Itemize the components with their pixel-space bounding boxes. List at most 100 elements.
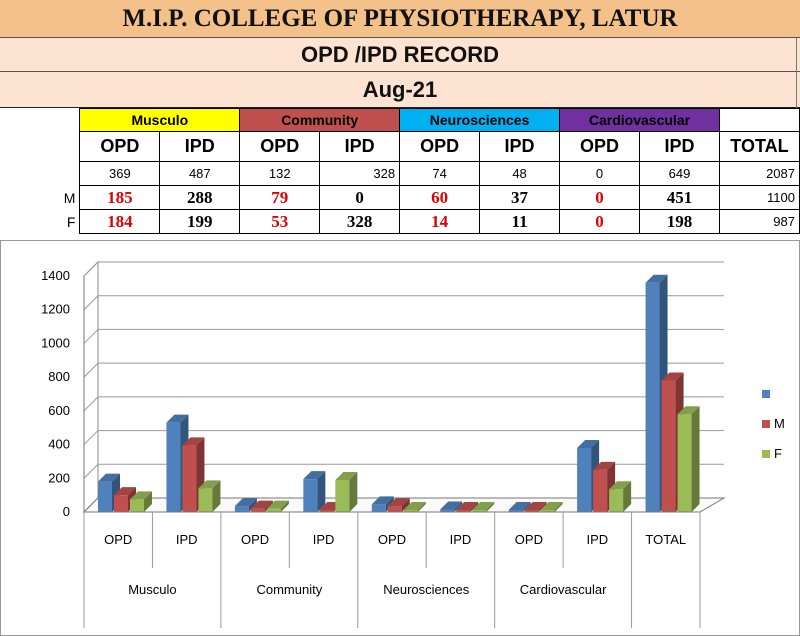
group-label: Community	[256, 582, 322, 597]
bar-top	[472, 502, 495, 510]
bar-side	[248, 498, 257, 512]
gridline-side	[83, 362, 99, 378]
bar-front	[661, 380, 676, 512]
record-month: Aug-21	[0, 72, 800, 108]
table-cell-total: 2087	[718, 161, 800, 186]
legend-swatch	[762, 390, 770, 398]
bar-top	[130, 491, 152, 500]
bar-total-0	[98, 473, 120, 512]
bar-front	[234, 506, 249, 512]
bar-front	[577, 447, 592, 512]
gridline-side	[83, 430, 99, 445]
x-tick-label: IPD	[176, 532, 198, 547]
bar-side	[554, 502, 563, 512]
bar-front	[609, 489, 624, 512]
bar-side	[144, 491, 152, 512]
row-label-m: M	[0, 185, 81, 210]
y-tick-label: 1000	[41, 335, 70, 350]
bar-top	[508, 502, 531, 510]
bar-top	[440, 501, 463, 510]
table-cell: 11	[479, 209, 561, 234]
bar-side	[486, 502, 495, 512]
table-cell: 185	[79, 185, 161, 210]
bar-front	[472, 510, 487, 512]
bar-top	[371, 496, 394, 505]
category-musculo: Musculo	[79, 108, 241, 132]
bar-front	[403, 510, 418, 512]
bar-side	[522, 502, 531, 512]
sub-header-opd: OPD	[559, 131, 640, 162]
bar-side	[349, 471, 358, 512]
group-label: Neurosciences	[383, 582, 469, 597]
x-tick-label: OPD	[515, 532, 543, 547]
table-cell: 79	[239, 185, 321, 210]
bar-side	[454, 501, 463, 512]
bar-top	[335, 471, 358, 480]
y-tick-label: 1400	[41, 268, 70, 283]
bar-top	[577, 439, 600, 448]
x-tick-label: IPD	[586, 532, 608, 547]
table-cell: 14	[399, 209, 481, 234]
gridline-side	[83, 463, 99, 479]
sub-header-opd: OPD	[79, 131, 161, 162]
bar-front	[303, 479, 318, 512]
sub-header-opd: OPD	[399, 131, 481, 162]
sub-header-opd: OPD	[239, 131, 321, 162]
group-label: Cardiovascular	[520, 582, 607, 597]
x-tick-label: IPD	[450, 532, 472, 547]
sub-header-ipd: IPD	[479, 131, 561, 162]
bar-total-3	[303, 471, 326, 512]
gridline-side	[83, 295, 99, 311]
bar-F-6	[540, 502, 563, 512]
bar-front	[250, 508, 265, 512]
bar-top	[403, 502, 426, 510]
legend-swatch	[762, 450, 770, 458]
bar-front	[335, 479, 350, 512]
bar-top	[593, 461, 616, 470]
bar-top	[182, 437, 205, 446]
bar-front	[508, 510, 523, 512]
y-tick-label: 600	[48, 403, 70, 418]
legend-label: M	[774, 416, 785, 431]
x-tick-label: OPD	[104, 532, 132, 547]
bar-side	[417, 502, 426, 512]
corner-cell	[0, 108, 81, 132]
band-divider	[796, 38, 797, 108]
bar-front	[440, 509, 455, 512]
row-label	[0, 161, 81, 186]
bar-side	[470, 502, 479, 512]
table-cell: 0	[559, 209, 640, 234]
row-label-blank	[0, 131, 81, 162]
x-tick-label: OPD	[378, 532, 406, 547]
bar-side	[280, 500, 289, 512]
bar-top	[266, 500, 289, 509]
legend-swatch	[762, 420, 770, 428]
y-tick-label: 1200	[41, 302, 70, 317]
y-tick-label: 0	[63, 504, 70, 519]
row-label-f: F	[0, 209, 81, 234]
bar-front	[182, 445, 197, 512]
sub-header-total: TOTAL	[718, 131, 800, 162]
gridline-side	[83, 329, 99, 344]
bar-side	[212, 480, 221, 512]
table-cell: 37	[479, 185, 561, 210]
bar-F-3	[335, 471, 358, 512]
bar-top	[677, 406, 700, 415]
table-cell: 451	[638, 185, 720, 210]
table-cell: 48	[479, 161, 561, 186]
bar-M-5	[456, 502, 479, 512]
bar-F-5	[472, 502, 495, 512]
table-cell: 328	[319, 209, 401, 234]
table-cell: 0	[559, 185, 640, 210]
bar-front	[319, 510, 334, 512]
sub-header-ipd: IPD	[319, 131, 401, 162]
bar-top	[114, 487, 136, 496]
bar-top	[645, 274, 668, 283]
bar-total-2	[234, 498, 257, 512]
total-head-blank	[718, 108, 800, 132]
bar-top	[303, 471, 326, 480]
bar-front	[371, 504, 386, 512]
bar-front	[677, 414, 692, 512]
bar-top	[609, 481, 632, 490]
group-label: Musculo	[128, 582, 176, 597]
